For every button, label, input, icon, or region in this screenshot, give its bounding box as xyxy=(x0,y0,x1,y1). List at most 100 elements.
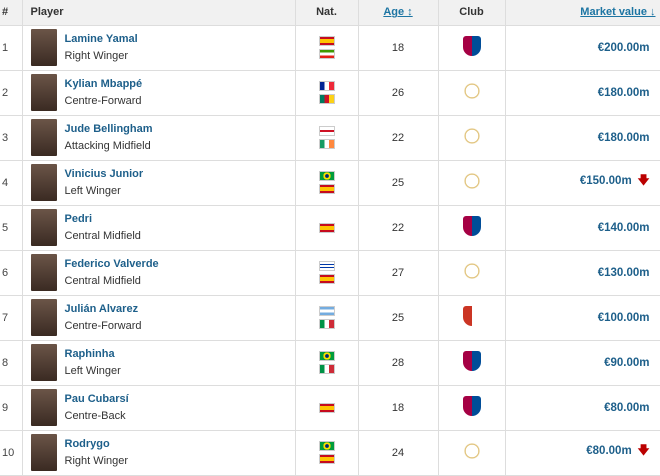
player-photo[interactable] xyxy=(30,389,57,426)
player-photo[interactable] xyxy=(30,299,57,336)
player-photo[interactable] xyxy=(30,209,57,246)
flag-brazil-icon[interactable] xyxy=(318,351,335,361)
club-crest-fc-barcelona-icon[interactable] xyxy=(462,351,481,371)
player-photo[interactable] xyxy=(30,29,57,66)
player-photo[interactable] xyxy=(30,254,57,291)
flag-spain-icon[interactable] xyxy=(318,36,335,46)
club-cell xyxy=(438,250,506,296)
flag-england-icon[interactable] xyxy=(318,126,335,136)
market-value-link[interactable]: €130.00m xyxy=(597,266,650,279)
sort-age-link[interactable]: Age ↕ xyxy=(383,6,413,19)
age: 22 xyxy=(358,205,439,251)
rank: 3 xyxy=(0,115,23,161)
flag-equatorial-guinea-icon[interactable] xyxy=(318,49,335,59)
player-position: Central Midfield xyxy=(64,230,141,242)
table-row: 4 Vinicius Junior Left Winger 25 €150.00… xyxy=(0,160,660,206)
club-crest-real-madrid-icon[interactable] xyxy=(462,126,481,146)
rank: 4 xyxy=(0,160,23,206)
flag-uruguay-icon[interactable] xyxy=(318,261,335,271)
nationality-cell xyxy=(295,205,359,251)
club-crest-fc-barcelona-icon[interactable] xyxy=(462,396,481,416)
club-crest-atle-tico-madrid-icon[interactable] xyxy=(462,306,481,326)
player-photo[interactable] xyxy=(30,434,57,471)
nationality-cell xyxy=(295,70,359,116)
flag-italy-icon[interactable] xyxy=(318,319,335,329)
flag-cameroon-icon[interactable] xyxy=(318,94,335,104)
nationality-cell xyxy=(295,250,359,296)
nationality-cell xyxy=(295,430,359,476)
market-value-link[interactable]: €140.00m xyxy=(597,221,650,234)
club-crest-real-madrid-icon[interactable] xyxy=(462,261,481,281)
market-value-link[interactable]: €150.00m xyxy=(579,175,632,187)
player-name-link[interactable]: Julián Alvarez xyxy=(64,303,139,315)
club-cell xyxy=(438,205,506,251)
player-name-link[interactable]: Kylian Mbappé xyxy=(64,78,143,90)
market-value-cell: €150.00m 🡇 xyxy=(505,160,660,206)
market-value-link[interactable]: €180.00m xyxy=(597,86,650,99)
club-crest-real-madrid-icon[interactable] xyxy=(462,441,481,461)
header-club: Club xyxy=(438,0,506,26)
header-nationality: Nat. xyxy=(295,0,359,26)
player-name-link[interactable]: Raphinha xyxy=(64,348,115,360)
player-name-link[interactable]: Rodrygo xyxy=(64,438,110,450)
player-photo[interactable] xyxy=(30,164,57,201)
sort-market-value-link[interactable]: Market value ↓ xyxy=(580,6,656,19)
club-cell xyxy=(438,340,506,386)
flag-spain-icon[interactable] xyxy=(318,184,335,194)
player-name-link[interactable]: Jude Bellingham xyxy=(64,123,153,135)
flag-france-icon[interactable] xyxy=(318,81,335,91)
flag-spain-icon[interactable] xyxy=(318,454,335,464)
header-market-value[interactable]: Market value ↓ xyxy=(505,0,660,26)
player-position: Right Winger xyxy=(64,455,129,467)
player-name-link[interactable]: Lamine Yamal xyxy=(64,33,138,45)
flag-argentina-icon[interactable] xyxy=(318,306,335,316)
club-cell xyxy=(438,385,506,431)
market-value-cell: €80.00m xyxy=(505,385,660,431)
table-row: 10 Rodrygo Right Winger 24 €80.00m 🡇 xyxy=(0,430,660,476)
rank: 9 xyxy=(0,385,23,431)
market-value-link[interactable]: €80.00m xyxy=(586,445,632,457)
flag-brazil-icon[interactable] xyxy=(318,171,335,181)
market-value-link[interactable]: €90.00m xyxy=(604,356,650,369)
table-row: 1 Lamine Yamal Right Winger 18 €200.00m xyxy=(0,25,660,71)
club-crest-real-madrid-icon[interactable] xyxy=(462,171,481,191)
player-name-link[interactable]: Pedri xyxy=(64,213,93,225)
player-position: Right Winger xyxy=(64,50,129,62)
player-photo[interactable] xyxy=(30,119,57,156)
club-cell xyxy=(438,70,506,116)
player-photo[interactable] xyxy=(30,344,57,381)
flag-ireland-icon[interactable] xyxy=(318,139,335,149)
flag-italy-icon[interactable] xyxy=(318,364,335,374)
player-cell: Raphinha Left Winger xyxy=(22,340,296,386)
market-value-link[interactable]: €180.00m xyxy=(597,131,650,144)
player-position: Centre-Forward xyxy=(64,320,142,332)
flag-spain-icon[interactable] xyxy=(318,402,335,413)
player-name-link[interactable]: Pau Cubarsí xyxy=(64,393,129,405)
market-value-cell: €180.00m xyxy=(505,115,660,161)
market-value-cell: €200.00m xyxy=(505,25,660,71)
club-crest-real-madrid-icon[interactable] xyxy=(462,81,481,101)
flag-spain-icon[interactable] xyxy=(318,222,335,233)
header-age[interactable]: Age ↕ xyxy=(358,0,439,26)
club-cell xyxy=(438,430,506,476)
nationality-cell xyxy=(295,340,359,386)
nationality-cell xyxy=(295,385,359,431)
market-value-link[interactable]: €200.00m xyxy=(597,41,650,54)
market-value-cell: €140.00m xyxy=(505,205,660,251)
club-crest-fc-barcelona-icon[interactable] xyxy=(462,36,481,56)
rank: 7 xyxy=(0,295,23,341)
nationality-cell xyxy=(295,295,359,341)
market-value-link[interactable]: €100.00m xyxy=(597,311,650,324)
market-value-link[interactable]: €80.00m xyxy=(604,401,650,414)
flag-brazil-icon[interactable] xyxy=(318,441,335,451)
market-value-cell: €100.00m xyxy=(505,295,660,341)
player-position: Attacking Midfield xyxy=(64,140,151,152)
flag-spain-icon[interactable] xyxy=(318,274,335,284)
value-down-arrow-icon: 🡇 xyxy=(637,445,650,457)
age: 28 xyxy=(358,340,439,386)
player-name-link[interactable]: Federico Valverde xyxy=(64,258,159,270)
player-name-link[interactable]: Vinicius Junior xyxy=(64,168,144,180)
table-row: 6 Federico Valverde Central Midfield 27 … xyxy=(0,250,660,296)
player-photo[interactable] xyxy=(30,74,57,111)
club-crest-fc-barcelona-icon[interactable] xyxy=(462,216,481,236)
